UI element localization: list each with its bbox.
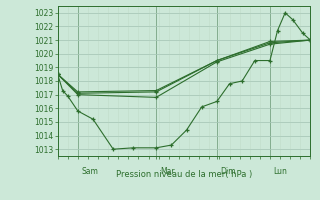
Text: Sam: Sam [82,167,99,176]
Text: Dim: Dim [221,167,236,176]
X-axis label: Pression niveau de la mer( hPa ): Pression niveau de la mer( hPa ) [116,170,252,179]
Text: Lun: Lun [274,167,288,176]
Text: Mar: Mar [160,167,175,176]
